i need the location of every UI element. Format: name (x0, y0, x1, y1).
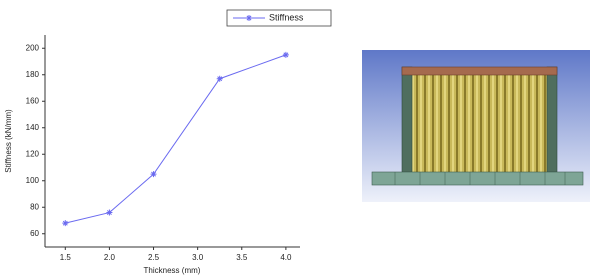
y-axis-title: Stiffness (kN/mm) (4, 109, 13, 173)
y-tick-label: 100 (26, 176, 40, 185)
point-marker (283, 52, 289, 58)
x-axis-title: Thickness (mm) (144, 266, 201, 275)
top-plate (402, 67, 557, 75)
x-tick-label: 3.5 (236, 253, 248, 262)
point-marker (62, 220, 68, 226)
point-marker (106, 210, 112, 216)
x-tick-label: 2.0 (104, 253, 116, 262)
y-tick-label: 140 (26, 123, 40, 132)
legend-marker (246, 15, 252, 21)
x-tick-label: 2.5 (148, 253, 160, 262)
left-wall (402, 67, 412, 172)
y-tick-label: 80 (30, 202, 39, 211)
model-render (362, 50, 590, 202)
corrugated-core (412, 67, 547, 172)
page: Stiffness (kN/mm) Thickness (mm) 60 80 100… (0, 0, 597, 280)
y-tick-label: 160 (26, 96, 40, 105)
chart: Stiffness (kN/mm) Thickness (mm) 60 80 100… (4, 10, 331, 275)
point-marker (217, 76, 223, 82)
y-tick-label: 180 (26, 70, 40, 79)
point-marker (151, 171, 157, 177)
x-tick-label: 1.5 (60, 253, 72, 262)
x-tick-label: 4.0 (280, 253, 292, 262)
base-plate (372, 172, 583, 185)
x-tick-label: 3.0 (192, 253, 204, 262)
right-wall (547, 67, 557, 172)
y-tick-label: 60 (30, 229, 39, 238)
legend-label: Stiffness (269, 12, 304, 22)
series-line (65, 55, 286, 223)
y-tick-label: 200 (26, 43, 40, 52)
y-tick-label: 120 (26, 149, 40, 158)
